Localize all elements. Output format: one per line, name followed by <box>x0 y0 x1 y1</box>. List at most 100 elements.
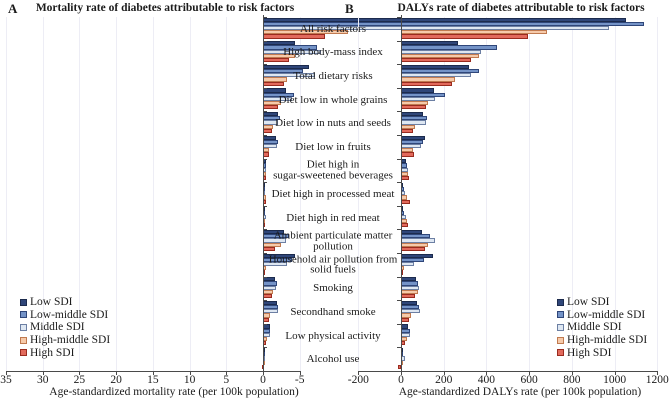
category-tick <box>397 253 401 254</box>
category-label: Total dietary risks <box>293 69 373 82</box>
category-label: All risk factors <box>300 22 366 35</box>
legend-item: Low SDI <box>20 296 110 309</box>
axis-tick-label: 25 <box>73 374 86 386</box>
category-tick <box>263 205 267 207</box>
axis-tick-label: 15 <box>147 374 159 386</box>
category-tick <box>397 300 401 302</box>
axis-tick <box>529 371 531 375</box>
x-axis-line <box>358 371 657 372</box>
axis-tick <box>401 371 402 375</box>
gridline <box>358 17 360 371</box>
axis-tick <box>486 371 488 375</box>
gridline <box>42 17 44 371</box>
axis-tick <box>443 371 445 375</box>
category-tick <box>263 158 267 160</box>
legend-item: Middle SDI <box>557 321 647 334</box>
axis-tick <box>571 371 573 375</box>
gridline <box>299 17 301 371</box>
legend-item: Low SDI <box>557 296 647 309</box>
legend-panel-a: Low SDI Low-middle SDI Middle SDI High-midd… <box>20 296 110 359</box>
axis-tick <box>657 371 659 375</box>
category-tick <box>397 111 401 113</box>
category-tick <box>263 323 267 325</box>
axis-tick-label: 0 <box>260 374 266 386</box>
category-tick <box>397 182 401 184</box>
legend-swatch <box>20 349 27 357</box>
axis-tick-label: 30 <box>36 374 49 386</box>
axis-tick <box>5 371 7 375</box>
axis-tick <box>79 371 81 375</box>
zero-baseline <box>401 15 402 371</box>
dalys-axis-title: Age-standardized DALYs rate (per 100k po… <box>398 386 642 398</box>
axis-tick-label: 800 <box>563 374 581 386</box>
category-label: Secondhand smoke <box>290 305 376 318</box>
gridline <box>79 17 81 371</box>
gridline <box>443 17 445 371</box>
panel-b-letter: B <box>345 1 354 16</box>
axis-tick-label: 1200 <box>645 374 669 386</box>
category-tick <box>397 135 401 136</box>
legend-item: Low-middle SDI <box>557 309 647 322</box>
axis-tick <box>189 371 191 375</box>
panel-b-title: DALYs rate of diabetes attributable to r… <box>397 2 645 14</box>
axis-tick <box>299 371 301 375</box>
category-tick <box>397 347 401 349</box>
category-tick <box>397 158 401 160</box>
legend-item: Low-middle SDI <box>20 309 110 322</box>
legend-label: High SDI <box>567 346 612 359</box>
category-tick <box>263 229 267 231</box>
gridline <box>5 17 7 371</box>
legend-swatch <box>557 298 564 306</box>
gridline <box>152 17 154 371</box>
x-axis-line <box>6 371 300 372</box>
legend-item: Middle SDI <box>20 321 110 334</box>
category-tick <box>397 371 401 372</box>
legend-swatch <box>20 323 27 331</box>
gridline <box>571 17 573 371</box>
category-tick <box>263 111 267 113</box>
legend-item: High-middle SDI <box>557 334 647 347</box>
category-tick <box>397 229 401 231</box>
gridline <box>657 17 659 371</box>
category-label: Diet high in sugar-sweetened beverages <box>273 158 393 182</box>
category-tick <box>263 135 267 136</box>
legend-label: Low SDI <box>30 296 73 309</box>
gridline <box>116 17 118 371</box>
legend-label: High SDI <box>30 346 75 359</box>
category-label: Diet high in red meat <box>286 211 380 224</box>
category-tick <box>397 205 401 207</box>
category-tick <box>263 40 267 42</box>
bar-high-sdi <box>397 364 401 369</box>
legend-item: High SDI <box>557 346 647 359</box>
category-tick <box>397 323 401 325</box>
category-tick <box>263 300 267 302</box>
legend-swatch <box>20 311 27 319</box>
legend-swatch <box>557 349 564 357</box>
category-tick <box>263 371 267 372</box>
axis-tick-label: 5 <box>223 374 230 386</box>
axis-tick-label: 0 <box>398 374 404 386</box>
panel-a-letter: A <box>8 1 18 16</box>
legend-label: High-middle SDI <box>30 334 111 347</box>
axis-tick-label: -200 <box>347 374 369 386</box>
legend-swatch <box>557 323 564 331</box>
legend-swatch <box>557 336 564 344</box>
legend-swatch <box>20 298 27 306</box>
category-label: Diet low in nuts and seeds <box>275 116 391 129</box>
legend-label: Middle SDI <box>567 321 622 334</box>
category-label: Ambient particulate matter pollution <box>273 229 393 253</box>
category-label: High body-mass index <box>283 46 383 59</box>
legend-label: Low SDI <box>567 296 610 309</box>
legend-swatch <box>20 336 27 344</box>
category-tick <box>397 276 401 278</box>
gridline <box>486 17 488 371</box>
category-label: Diet low in whole grains <box>278 93 388 106</box>
zero-baseline <box>263 15 264 371</box>
legend-item: High-middle SDI <box>20 334 110 347</box>
mortality-axis-title: Age-standardized mortality rate (per 100… <box>49 386 299 398</box>
category-tick <box>263 253 267 254</box>
legend-panel-b: Low SDI Low-middle SDI Middle SDI High-midd… <box>557 296 647 359</box>
axis-tick <box>116 371 118 375</box>
